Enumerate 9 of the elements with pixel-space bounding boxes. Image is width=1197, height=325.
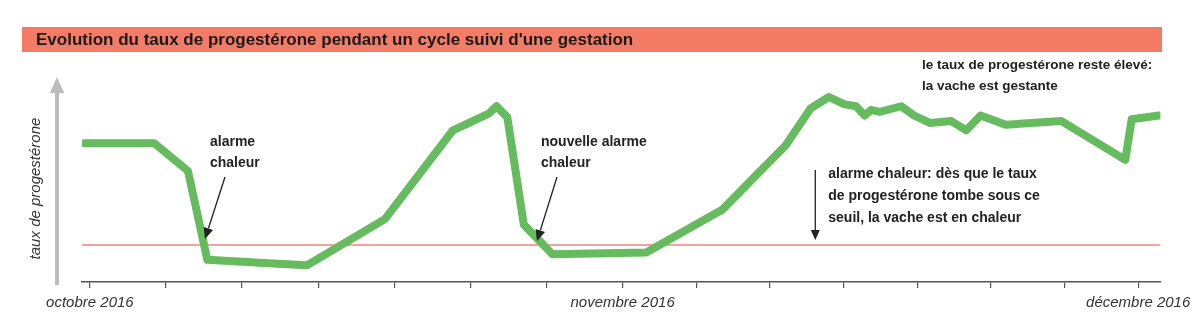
ref-line-label: alarme chaleur: dès que le taux de progestérone tombe sous ce seuil, la vache est en chaleur: [828, 164, 1041, 225]
y-axis-title: taux de progestérone: [26, 117, 44, 260]
annotation: nouvelle alarme chaleur: [541, 132, 648, 170]
x-tick-label: novembre 2016: [570, 293, 676, 311]
annotation: alarme chaleur: [210, 132, 261, 170]
chart-title: Evolution du taux de progestérone pendant un cycle suivi d'une gestation: [22, 27, 1162, 52]
x-tick-label: décembre 2016: [1086, 293, 1191, 311]
text: le taux de progestérone reste élevé: la vache est gestante: [922, 57, 1153, 94]
x-tick-label: octobre 2016: [46, 293, 135, 311]
